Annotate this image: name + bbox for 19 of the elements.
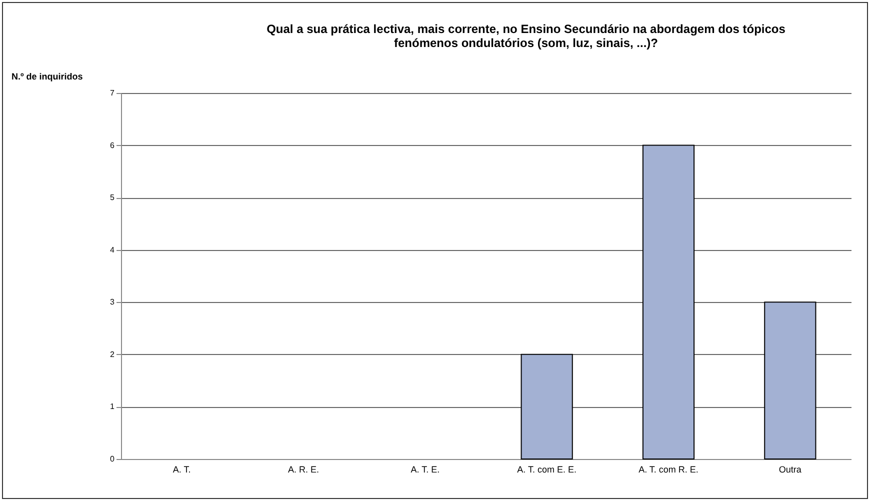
y-tick-label: 1 — [110, 402, 116, 412]
bar — [642, 144, 695, 460]
y-tick-label: 3 — [110, 298, 116, 307]
y-tick-label: 7 — [110, 88, 116, 98]
chart-title: Qual a sua prática lectiva, mais corrente, no Ensino Secundário na abordagem dos tópicos fenómenos ondulatórios (som, luz, sinais, ...)? — [266, 22, 786, 50]
y-axis-title: N.º de inquiridos — [12, 72, 83, 82]
y-tick-label: 4 — [110, 245, 116, 254]
x-tick-label: A. T. — [172, 464, 191, 474]
x-tick-label: Outra — [778, 464, 802, 474]
x-tick-label: A. T. com E. E. — [517, 464, 577, 474]
y-tick-label: 2 — [110, 350, 116, 359]
x-tick-label: A. T. E. — [410, 464, 440, 474]
x-tick-label: A. T. com R. E. — [638, 464, 698, 474]
bar — [764, 302, 816, 460]
y-tick-label: 6 — [110, 140, 116, 150]
bar — [520, 354, 573, 460]
y-tick-label: 0 — [110, 454, 116, 464]
x-tick-label: A. R. E. — [288, 464, 320, 474]
y-tick-label: 5 — [110, 193, 116, 202]
